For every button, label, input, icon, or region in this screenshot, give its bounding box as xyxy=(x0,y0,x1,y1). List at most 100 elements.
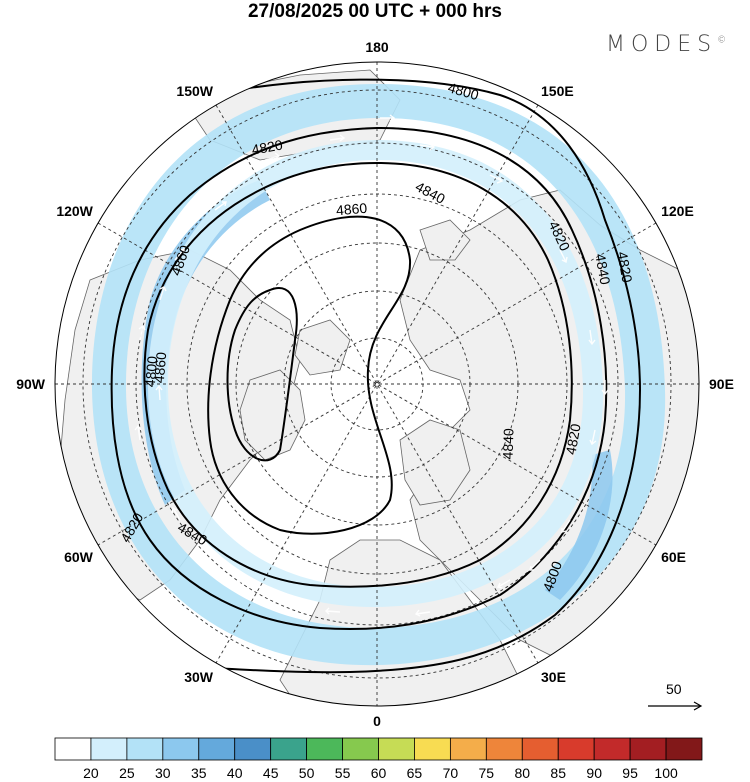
contour-label: 4840 xyxy=(592,252,613,286)
colorbar-label: 25 xyxy=(119,765,135,781)
wind-arrow xyxy=(171,506,181,521)
colorbar-swatch xyxy=(306,737,343,761)
colorbar-swatch xyxy=(414,737,451,761)
contour-4840 xyxy=(143,161,573,588)
contour-label: 4820 xyxy=(614,250,635,284)
colorbar-swatch xyxy=(665,737,703,761)
colorbar-swatch xyxy=(378,737,415,761)
meridian-120w-60e xyxy=(97,222,657,546)
wind-arrow xyxy=(601,380,609,396)
colorbar-swatch xyxy=(162,737,200,761)
colorbar-swatch xyxy=(90,737,128,761)
brand-text: MODES xyxy=(606,32,718,57)
colorbar-swatch xyxy=(234,737,272,761)
colorbar-swatch xyxy=(449,737,487,761)
colorbar-label: 75 xyxy=(479,765,495,781)
colorbar-label: 70 xyxy=(443,765,459,781)
colorbar-label: 100 xyxy=(654,765,678,781)
wind-arrow xyxy=(588,329,596,346)
land-scandinavia xyxy=(399,419,471,506)
wind-arrow xyxy=(419,143,436,151)
wind-arrow xyxy=(214,201,227,211)
colorbar-swatch xyxy=(270,737,308,761)
contour-label: 4820 xyxy=(250,136,284,157)
meridian-150w-30e xyxy=(215,104,539,664)
wind-arrow xyxy=(414,609,431,617)
wind-arrow xyxy=(529,559,541,571)
contour-4860-big xyxy=(207,215,412,535)
modes-logo: MODES© xyxy=(606,32,726,57)
lon-label: 90W xyxy=(16,376,46,392)
colorbar-label: 45 xyxy=(263,765,279,781)
wind-scale-arrow-head xyxy=(693,701,703,711)
wind-arrow xyxy=(174,248,185,261)
wind-vectors xyxy=(134,114,609,617)
wind-shading xyxy=(91,84,666,666)
lon-label: 60W xyxy=(64,549,94,565)
contour-label: 4860 xyxy=(151,351,170,384)
wind-arrow xyxy=(325,607,341,615)
contour-label: 4840 xyxy=(499,428,516,460)
colorbar-swatch xyxy=(593,737,631,761)
wind-arrow xyxy=(155,384,163,401)
land-archipelago xyxy=(294,319,351,376)
contour-4820 xyxy=(110,126,608,631)
lat-30 xyxy=(82,89,672,679)
colorbar-label: 55 xyxy=(335,765,351,781)
lon-label: 30W xyxy=(184,669,214,685)
contour-label: 4800 xyxy=(142,355,161,388)
wind-arrow xyxy=(237,576,251,586)
map-border xyxy=(54,61,700,707)
colorbar-label: 90 xyxy=(586,765,602,781)
jet-band-core xyxy=(141,180,270,505)
wind-arrow xyxy=(138,324,146,341)
colorbar-label: 60 xyxy=(371,765,387,781)
chart-title: 27/08/2025 00 UTC + 000 hrs xyxy=(247,1,503,22)
wind-scale-label: 50 xyxy=(666,681,682,697)
jet-band-core-east xyxy=(545,450,613,600)
lon-label: 90E xyxy=(709,376,734,392)
copyright-mark: © xyxy=(717,35,727,46)
wind-arrow xyxy=(159,286,167,301)
lon-label: 180 xyxy=(365,39,389,55)
colorbar-label: 80 xyxy=(515,765,531,781)
wind-arrow xyxy=(329,134,346,142)
meridian-120e-60w xyxy=(97,222,657,546)
wind-scale: 50 xyxy=(648,681,703,711)
wind-arrow xyxy=(561,519,571,533)
colorbar-label: 65 xyxy=(407,765,423,781)
lon-label: 150E xyxy=(541,83,574,99)
land-islands xyxy=(419,219,471,261)
wind-arrow xyxy=(134,424,142,441)
longitude-labels: 180 150E 120E 90E 60E 30E 0 30W 60W 90W 120W 150W xyxy=(16,39,734,729)
lon-label: 30E xyxy=(541,669,566,685)
colorbar-label: 30 xyxy=(155,765,171,781)
colorbar-swatch xyxy=(629,737,667,761)
colorbar-swatch xyxy=(485,737,523,761)
colorbar: 20 25 30 35 40 45 50 55 60 65 70 75 80 85 90 95 100 xyxy=(54,737,703,781)
wind-arrow xyxy=(489,174,504,184)
meridians xyxy=(55,62,699,706)
contour-label: 4860 xyxy=(335,200,368,219)
lon-label: 60E xyxy=(661,549,686,565)
lon-label: 120W xyxy=(56,203,93,219)
lon-label: 120E xyxy=(661,203,694,219)
colorbar-label: 95 xyxy=(622,765,638,781)
colorbar-swatch xyxy=(126,737,164,761)
colorbar-swatch xyxy=(557,737,595,761)
lon-label: 0 xyxy=(373,713,381,729)
contour-4860-small xyxy=(226,287,298,462)
wind-arrow xyxy=(559,249,568,264)
colorbar-label: 85 xyxy=(550,765,566,781)
colorbar-label: 50 xyxy=(299,765,315,781)
colorbar-swatch xyxy=(342,737,379,761)
contour-4800 xyxy=(209,78,642,674)
colorbar-swatch xyxy=(54,737,92,761)
colorbar-label: 35 xyxy=(191,765,207,781)
wind-arrow xyxy=(589,429,597,446)
colorbar-label: 40 xyxy=(227,765,243,781)
colorbar-label: 20 xyxy=(83,765,99,781)
colorbar-swatch xyxy=(521,737,559,761)
lon-label: 150W xyxy=(176,83,213,99)
